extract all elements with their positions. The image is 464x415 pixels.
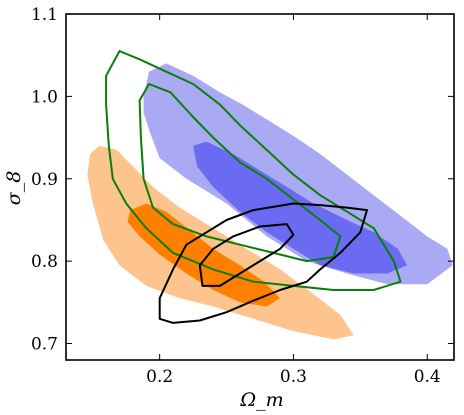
y-tick-label: 1.0 — [31, 87, 58, 107]
y-tick-label: 0.7 — [31, 335, 58, 355]
y-axis-label: σ_8 — [3, 171, 25, 206]
x-tick-label: 0.2 — [146, 367, 173, 387]
contour-series-1-outer — [87, 145, 354, 340]
x-tick-label: 0.3 — [280, 367, 307, 387]
contour-series-1-inner — [127, 203, 281, 307]
contour-series-3-outer — [158, 202, 368, 324]
plot-frame — [65, 13, 455, 361]
contour-series-2-inner — [138, 83, 342, 263]
contour-series-3-inner — [198, 223, 295, 287]
ticks-layer: 0.2 0.3 0.4 0.7 0.8 0.9 1.0 1.1 — [31, 5, 454, 387]
contour-layer — [87, 50, 453, 340]
x-axis-label: Ω_m — [239, 389, 283, 411]
y-tick-label: 0.8 — [31, 252, 58, 272]
y-tick-label: 0.9 — [31, 170, 58, 190]
y-tick-label: 1.1 — [31, 5, 58, 25]
x-tick-label: 0.4 — [414, 367, 441, 387]
contour-series-2-outer — [105, 50, 402, 291]
contour-series-0-outer — [143, 63, 453, 285]
